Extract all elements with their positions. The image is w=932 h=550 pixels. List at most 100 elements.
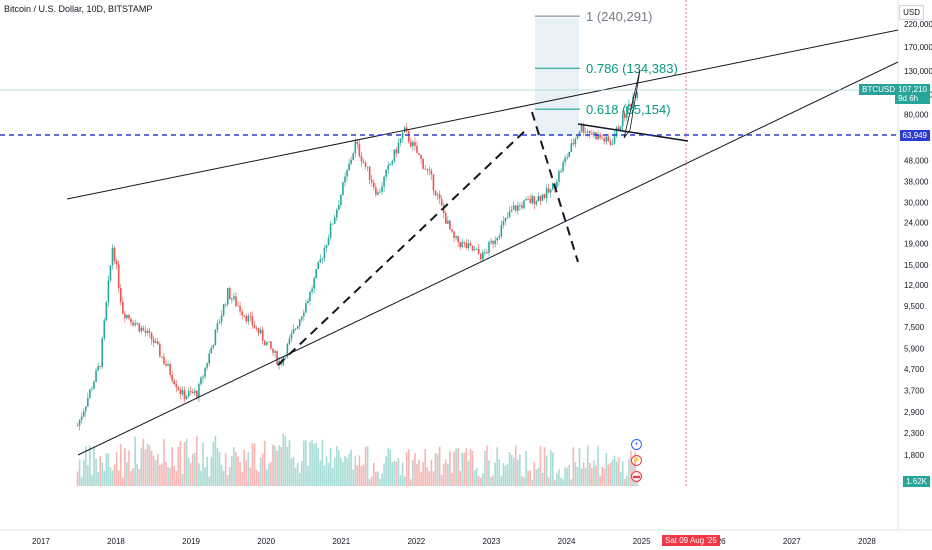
currency-button[interactable]: USD — [899, 5, 924, 20]
volume-bar — [276, 450, 278, 486]
candle-body — [391, 160, 394, 165]
candle-body — [453, 231, 455, 238]
volume-bar — [514, 445, 517, 486]
time-axis-labels: 2017201820192020202120222023202420252026… — [32, 537, 876, 546]
candle-body — [570, 143, 573, 152]
volume-bar — [294, 467, 297, 486]
candle-body — [156, 341, 159, 345]
candle-body — [95, 370, 97, 382]
candle-body — [276, 351, 278, 365]
volume-bar — [595, 465, 597, 486]
volume-bar — [605, 452, 608, 486]
plus-circle-icon[interactable]: + — [631, 439, 642, 450]
candle-body — [393, 149, 396, 161]
candle-body — [354, 141, 357, 154]
candle-body — [344, 176, 346, 183]
candle-body — [122, 301, 124, 314]
candle-body — [152, 339, 155, 343]
flag-icon[interactable]: ▬ — [631, 471, 642, 482]
volume-bar — [325, 456, 328, 486]
volume-bar — [241, 471, 243, 486]
candle-body — [580, 124, 583, 132]
candle-body — [370, 179, 373, 183]
volume-bar — [348, 453, 350, 486]
volume-bar — [368, 479, 371, 486]
candle-body — [385, 169, 387, 177]
volume-bar — [156, 453, 159, 486]
candle-body — [574, 138, 577, 145]
candle-body — [163, 356, 165, 364]
volume-bar — [566, 467, 568, 486]
candle-body — [410, 141, 412, 147]
volume-bar — [560, 477, 562, 486]
volume-bar — [541, 472, 544, 486]
symbol-badge: BTCUSD — [859, 84, 898, 95]
candle-body — [292, 329, 295, 334]
volume-bar — [84, 446, 87, 486]
candle-body — [142, 327, 145, 331]
candle-body — [148, 330, 151, 333]
lightning-icon[interactable]: ⚡ — [631, 455, 642, 466]
candle-body — [245, 315, 248, 322]
volume-bar — [220, 464, 223, 486]
volume-bar — [134, 436, 136, 486]
candle-body — [430, 170, 433, 175]
candle-body — [545, 188, 548, 198]
candle-body — [601, 137, 603, 139]
volume-bar — [412, 459, 414, 486]
candle-body — [605, 136, 608, 142]
volume-bar — [358, 455, 361, 486]
candle-body — [220, 315, 223, 323]
volume-bar — [572, 447, 575, 486]
volume-bar — [122, 477, 124, 486]
volume-bar — [136, 464, 139, 486]
volume-bar — [496, 447, 499, 486]
volume-bar — [208, 476, 211, 486]
volume-bar — [154, 460, 157, 486]
candle-body — [298, 319, 301, 327]
volume-bar — [181, 473, 184, 486]
volume-bar — [543, 447, 546, 486]
candle-body — [239, 306, 241, 312]
price-tick-label: 80,000 — [904, 111, 929, 120]
volume-bar — [243, 449, 245, 486]
candle-body — [475, 249, 478, 250]
candle-body — [459, 242, 462, 248]
volume-bar — [467, 461, 470, 486]
candle-body — [438, 194, 441, 199]
volume-bar — [198, 463, 200, 486]
candle-body — [233, 296, 235, 299]
volume-bar — [327, 462, 330, 486]
candle-body — [196, 390, 198, 398]
candle-body — [321, 258, 324, 260]
candle-body — [171, 374, 173, 381]
volume-bar — [603, 468, 606, 486]
candle-body — [346, 170, 348, 177]
volume-bar — [430, 459, 433, 486]
volume-bar — [405, 452, 408, 486]
candle-body — [517, 205, 519, 211]
volume-bar — [167, 467, 169, 486]
volume-bar — [397, 458, 400, 486]
volume-bar — [576, 466, 579, 486]
time-tick-label: 2027 — [783, 537, 801, 546]
volume-bar — [506, 464, 509, 486]
volume-bar — [126, 461, 128, 486]
candle-body — [621, 113, 624, 127]
candle-body — [103, 320, 106, 339]
candle-body — [414, 142, 416, 146]
candle-body — [305, 303, 307, 313]
candle-body — [479, 253, 482, 260]
candle-body — [333, 217, 336, 224]
projection-arrow — [623, 69, 641, 139]
volume-bar — [124, 448, 126, 486]
volume-bar — [335, 446, 338, 486]
countdown-value: 9d 6h — [898, 94, 919, 103]
volume-bar — [442, 463, 445, 486]
volume-bar — [169, 468, 171, 486]
candle-body — [300, 316, 303, 320]
volume-bar — [161, 463, 163, 486]
candle-body — [105, 301, 108, 321]
price-axis-labels: 220,000170,000130,000100,00080,00048,000… — [904, 20, 932, 460]
